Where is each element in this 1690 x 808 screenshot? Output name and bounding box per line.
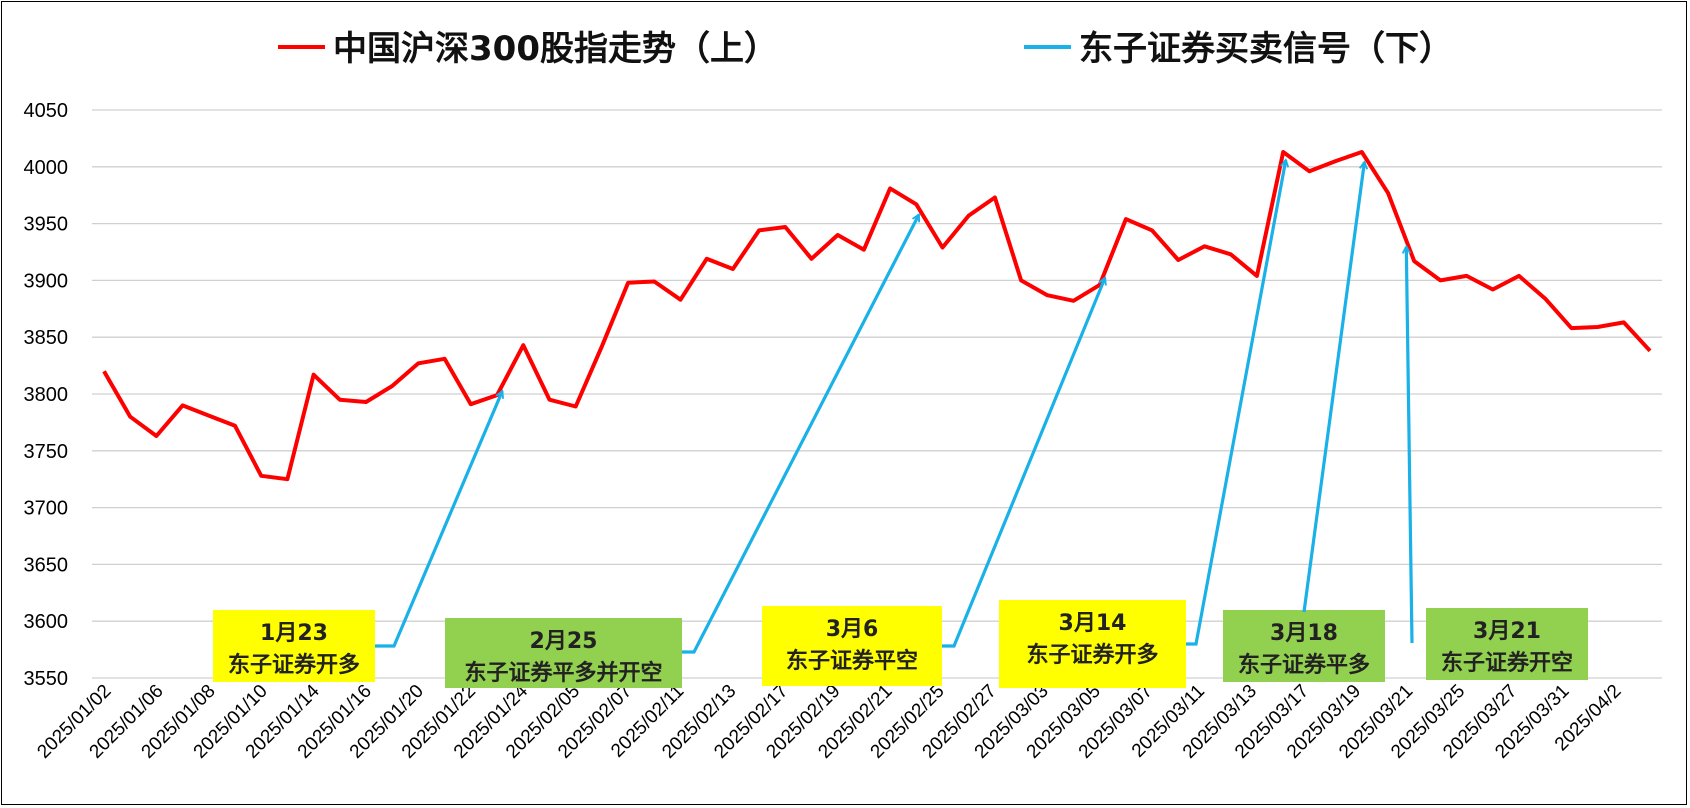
signal-text: 东子证券平多: [1238, 652, 1370, 678]
y-tick-label: 3700: [24, 498, 69, 520]
y-tick-label: 4000: [24, 157, 69, 179]
signal-annotation: 1月23 东子证券开多: [213, 391, 502, 682]
y-tick-label: 3550: [24, 668, 69, 690]
signal-box: [999, 600, 1186, 688]
signal-arrow: [682, 215, 921, 654]
signals-layer: 1月23 东子证券开多 2月25 东子证券平多并开空 3月6 东子证券平空 3月14 东子证券…: [213, 160, 1588, 688]
x-axis: 2025/01/022025/01/062025/01/082025/01/10…: [33, 680, 1625, 762]
signal-annotation: 3月6 东子证券平空: [762, 278, 1105, 686]
y-tick-label: 3750: [24, 441, 69, 463]
signal-box: [1223, 610, 1385, 682]
signal-box: [1426, 608, 1588, 680]
y-tick-label: 3650: [24, 554, 69, 576]
y-tick-label: 3900: [24, 270, 69, 292]
signal-arrow: [1186, 160, 1286, 646]
signal-text: 东子证券平空: [786, 648, 918, 674]
signal-date: 3月14: [1059, 611, 1127, 636]
signal-date: 3月6: [826, 617, 879, 642]
signal-date: 3月21: [1473, 619, 1541, 644]
signal-annotation: 2月25 东子证券平多并开空: [445, 215, 921, 688]
signal-annotation: 3月21 东子证券开空: [1406, 247, 1588, 680]
signal-text: 东子证券开多: [228, 652, 360, 678]
signal-date: 2月25: [530, 629, 598, 654]
signal-arrow: [375, 391, 502, 648]
signal-text: 东子证券开空: [1441, 650, 1573, 676]
signal-date: 1月23: [260, 621, 328, 646]
signal-box: [213, 610, 375, 682]
signal-arrow: [1406, 247, 1414, 644]
series-layer: [102, 150, 1652, 482]
signal-text: 东子证券开多: [1026, 642, 1158, 668]
y-axis: 3550 3600 3650 3700 3750 3800 3850 3900 3950 4000…: [24, 100, 69, 690]
y-tick-label: 4050: [24, 100, 69, 122]
signal-box: [762, 606, 942, 686]
signal-text: 东子证券平多并开空: [464, 660, 662, 686]
gridlines: [92, 109, 1662, 679]
y-tick-label: 3800: [24, 384, 69, 406]
signal-annotation: 3月18 东子证券平多: [1223, 162, 1385, 682]
legend-label-index: 中国沪深300股指走势（上）: [333, 29, 778, 69]
signal-box: [445, 618, 682, 688]
y-tick-label: 3950: [24, 214, 69, 236]
legend: 中国沪深300股指走势（上） 东子证券买卖信号（下）: [278, 29, 1453, 69]
signal-date: 3月18: [1270, 621, 1338, 646]
signal-annotation: 3月14 东子证券开多: [999, 160, 1286, 688]
y-tick-label: 3850: [24, 327, 69, 349]
legend-label-signals: 东子证券买卖信号（下）: [1079, 29, 1453, 69]
y-tick-label: 3600: [24, 611, 69, 633]
signal-arrow: [942, 278, 1105, 648]
signal-arrow: [1302, 162, 1364, 613]
series-line-index: [102, 150, 1652, 482]
